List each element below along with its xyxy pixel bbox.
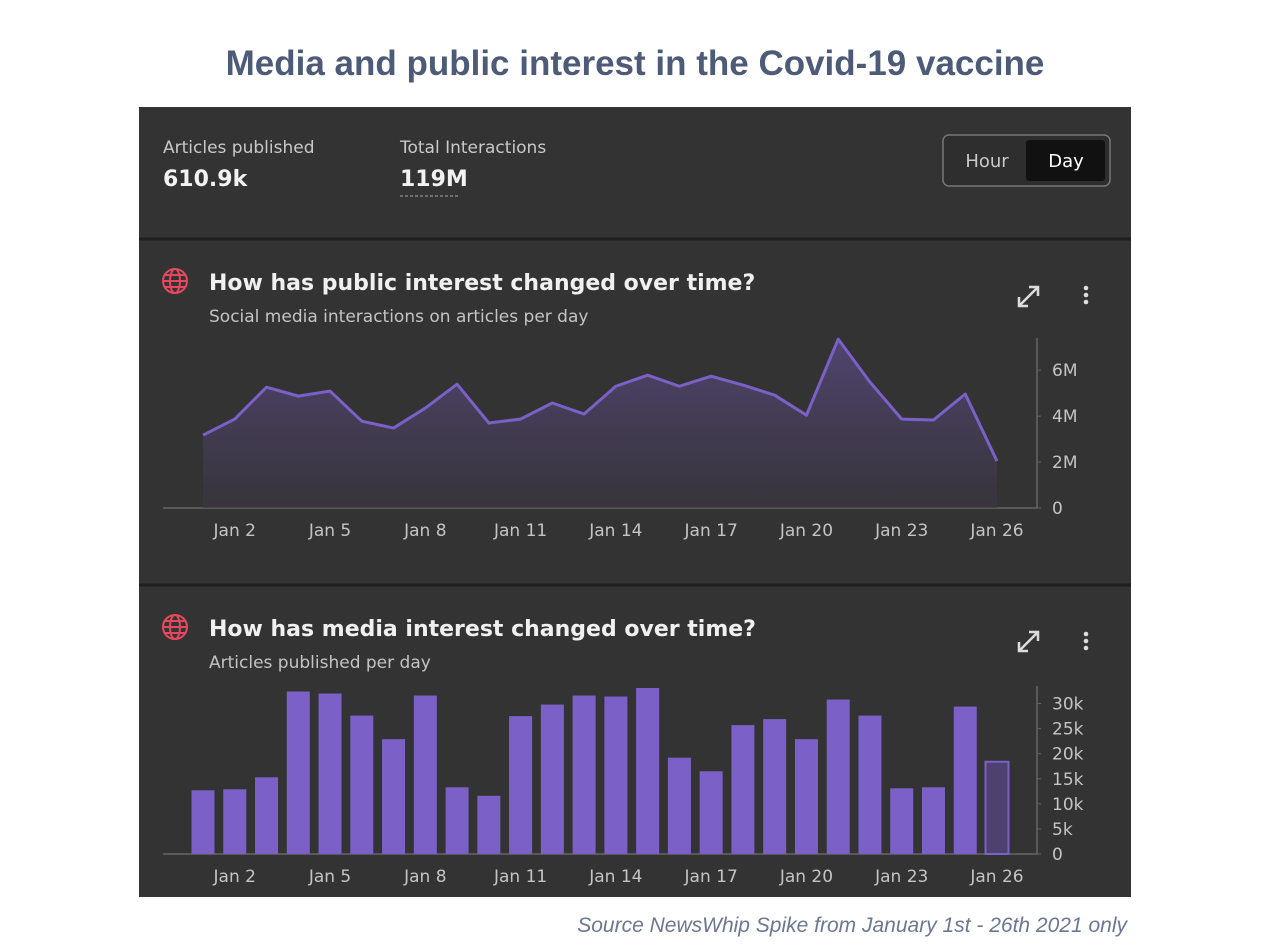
- area: [203, 339, 997, 508]
- stat-value: 610.9k: [163, 167, 249, 192]
- line: [202, 337, 999, 462]
- x-tick-label: Jan 26: [969, 521, 1023, 541]
- x-tick-label: Jan 8: [403, 521, 446, 541]
- x-tick-label: Jan 23: [874, 867, 928, 887]
- x-tick-label: Jan 2: [213, 867, 256, 887]
- y-tick-label: 4M: [1052, 407, 1077, 427]
- toggle-option[interactable]: Day: [1048, 151, 1084, 172]
- bar: [890, 788, 914, 854]
- y-tick-label: 20k: [1052, 745, 1084, 765]
- x-tick-label: Jan 11: [493, 521, 547, 541]
- x-tick-label: Jan 17: [684, 867, 738, 887]
- y-tick-label: 0: [1052, 845, 1063, 865]
- dashboard: Articles published 610.9k Total Interact…: [139, 107, 1131, 897]
- bar: [382, 739, 406, 854]
- chart-title: How has media interest changed over time…: [209, 617, 756, 642]
- expand-icon[interactable]: [1017, 630, 1040, 653]
- bar: [286, 691, 310, 854]
- globe-icon: [162, 268, 188, 294]
- x-tick-label: Jan 11: [493, 867, 547, 887]
- y-tick-label: 0: [1052, 499, 1063, 519]
- bar: [477, 795, 501, 854]
- bar: [255, 777, 279, 854]
- bar: [445, 787, 469, 854]
- x-tick-label: Jan 17: [684, 521, 738, 541]
- chart-subtitle: Articles published per day: [209, 653, 431, 673]
- bar: [826, 699, 850, 854]
- x-tick-label: Jan 23: [874, 521, 928, 541]
- toggle-option[interactable]: Hour: [965, 151, 1009, 172]
- y-tick-label: 5k: [1052, 820, 1073, 840]
- x-tick-label: Jan 20: [779, 867, 833, 887]
- bar: [413, 695, 437, 854]
- y-tick-label: 30k: [1052, 695, 1084, 715]
- stat-label: Articles published: [163, 138, 314, 158]
- x-tick-label: Jan 14: [588, 867, 642, 887]
- bar: [572, 695, 596, 854]
- bar: [794, 739, 818, 854]
- x-tick-label: Jan 8: [403, 867, 446, 887]
- bar: [921, 787, 945, 854]
- bar: [953, 706, 977, 854]
- bar: [318, 693, 342, 854]
- toggle-active: [1026, 140, 1105, 181]
- menu-icon[interactable]: [1083, 631, 1089, 651]
- y-tick-label: 25k: [1052, 720, 1084, 740]
- source-note: Source NewsWhip Spike from January 1st -…: [577, 914, 1127, 937]
- bar: [699, 771, 723, 854]
- x-tick-label: Jan 2: [213, 521, 256, 541]
- globe-icon: [162, 614, 188, 640]
- page-title: Media and public interest in the Covid-1…: [225, 44, 1045, 83]
- y-tick-label: 2M: [1052, 453, 1077, 473]
- y-tick-label: 15k: [1052, 770, 1084, 790]
- bar: [223, 789, 247, 854]
- bar: [763, 719, 787, 854]
- bar: [984, 760, 1010, 856]
- bar: [540, 704, 564, 854]
- bar: [191, 790, 215, 854]
- expand-icon[interactable]: [1017, 285, 1040, 308]
- stat-label: Total Interactions: [399, 138, 546, 158]
- chart-title: How has public interest changed over tim…: [209, 271, 755, 296]
- menu-icon[interactable]: [1083, 285, 1089, 305]
- bar: [858, 715, 882, 854]
- bar: [667, 757, 691, 854]
- bar: [731, 725, 755, 854]
- bar: [636, 688, 660, 854]
- x-tick-label: Jan 5: [308, 867, 351, 887]
- bar: [509, 716, 533, 854]
- stat-value[interactable]: 119M: [400, 167, 468, 192]
- x-tick-label: Jan 5: [308, 521, 351, 541]
- bar: [350, 715, 374, 854]
- x-tick-label: Jan 20: [779, 521, 833, 541]
- y-tick-label: 10k: [1052, 795, 1084, 815]
- chart-subtitle: Social media interactions on articles pe…: [209, 307, 588, 327]
- y-tick-label: 6M: [1052, 361, 1077, 381]
- bar: [604, 696, 628, 854]
- x-tick-label: Jan 14: [588, 521, 642, 541]
- x-tick-label: Jan 26: [969, 867, 1023, 887]
